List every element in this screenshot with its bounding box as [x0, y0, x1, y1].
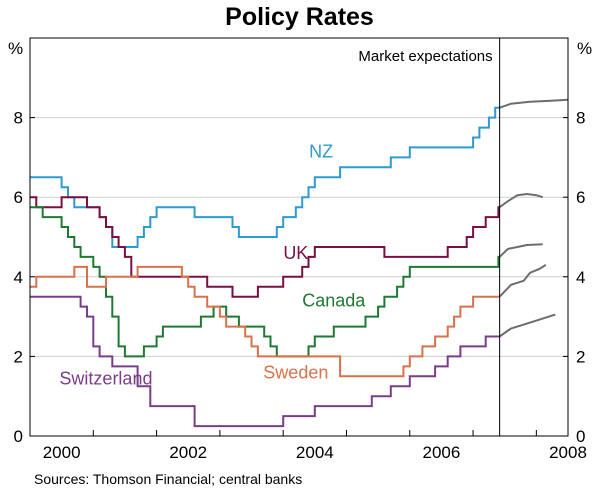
y-ticks-left: 0 2 4 6 8: [14, 109, 23, 446]
expectation-line-uk: [499, 192, 544, 209]
x-ticks: 2000 2002 2004 2006 2008: [29, 430, 587, 462]
expectation-line-sweden: [498, 264, 547, 298]
series-line-switzerland: [30, 295, 500, 428]
series-label-canada: Canada: [302, 291, 366, 311]
y-tick-label-left: 6: [14, 188, 23, 207]
y-axis-unit-left: %: [8, 39, 23, 58]
x-tick-label: 2004: [296, 443, 334, 462]
series-line-sweden: [30, 265, 500, 378]
series-line-uk: [30, 196, 500, 298]
series-label-uk: UK: [283, 243, 308, 263]
x-tick-label: 2008: [549, 443, 587, 462]
y-tick-label-left: 4: [14, 268, 23, 287]
expectation-line-switzerland: [499, 313, 556, 338]
y-tick-label-right: 6: [576, 188, 585, 207]
x-tick-label: 2006: [422, 443, 460, 462]
series-label-sweden: Sweden: [263, 362, 328, 382]
expectations-annotation: Market expectations: [358, 48, 492, 65]
plot-frame: [29, 37, 569, 437]
series-lines: [30, 106, 500, 428]
expectation-line-nz: [499, 98, 569, 109]
y-tick-label-right: 0: [576, 427, 585, 446]
series-labels: NZ UK Canada Sweden Switzerland: [59, 141, 366, 388]
y-tick-label-right: 8: [576, 109, 585, 128]
chart-title: Policy Rates: [225, 3, 374, 31]
series-label-switzerland: Switzerland: [59, 368, 152, 388]
y-tick-label-right: 4: [576, 268, 585, 287]
y-axis-unit-right: %: [577, 39, 592, 58]
y-ticks-right: 0 2 4 6 8: [576, 109, 585, 446]
y-tick-label-left: 2: [14, 347, 23, 366]
x-tick-label: 2002: [169, 443, 207, 462]
source-note: Sources: Thomson Financial; central bank…: [34, 471, 302, 487]
y-tick-label-left: 8: [14, 109, 23, 128]
series-label-nz: NZ: [309, 141, 333, 161]
expectation-line-canada: [498, 243, 543, 258]
series-line-canada: [30, 206, 500, 358]
series-line-nz: [30, 106, 500, 248]
x-tick-label: 2000: [43, 443, 81, 462]
y-tick-label-right: 2: [576, 347, 585, 366]
y-tick-label-left: 0: [14, 427, 23, 446]
expectation-lines: [498, 98, 569, 338]
